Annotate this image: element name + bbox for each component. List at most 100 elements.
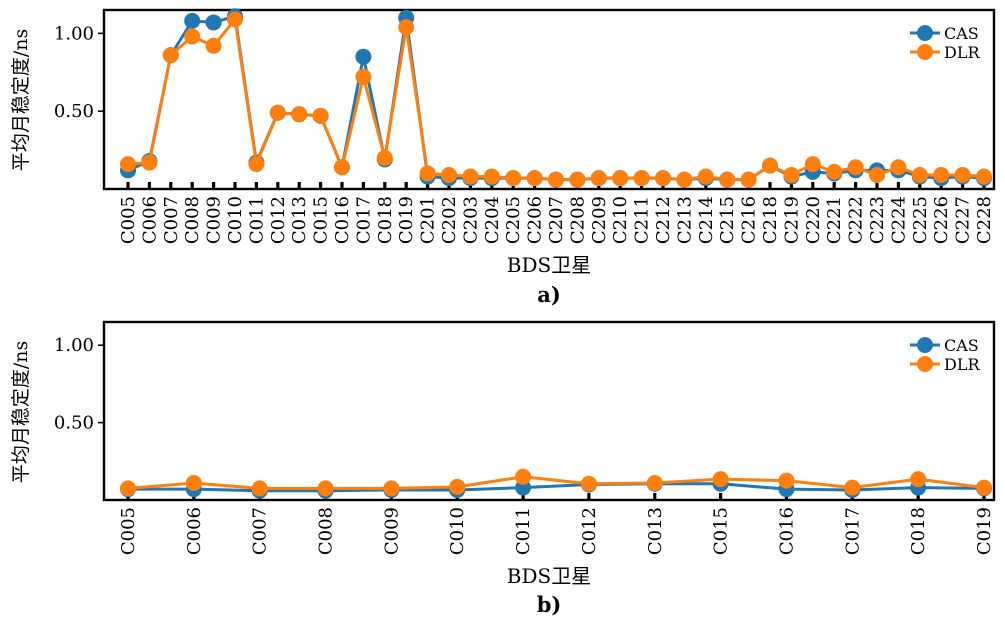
x-tick-label: C012 <box>579 507 600 555</box>
data-point-dlr <box>580 475 597 492</box>
x-tick-label: C227 <box>953 196 974 244</box>
x-tick-label: C013 <box>289 196 310 244</box>
data-point-dlr <box>248 156 265 173</box>
data-point-dlr <box>162 47 179 64</box>
data-point-dlr <box>719 171 736 188</box>
legend-marker <box>917 337 933 353</box>
data-point-dlr <box>505 170 522 187</box>
data-point-dlr <box>778 472 795 489</box>
x-tick-label: C007 <box>250 507 271 555</box>
data-point-dlr <box>398 19 415 36</box>
x-tick-label: C006 <box>139 196 160 244</box>
y-tick-label: 0.50 <box>54 101 94 122</box>
x-tick-label: C211 <box>632 196 653 244</box>
x-tick-label: C225 <box>910 196 931 244</box>
x-tick-label: C219 <box>781 196 802 244</box>
data-point-dlr <box>205 37 222 54</box>
series-line-dlr <box>127 15 985 182</box>
x-tick-label: C228 <box>974 196 995 244</box>
data-point-dlr <box>548 171 564 188</box>
x-tick-label: C017 <box>353 196 374 244</box>
data-point-dlr <box>120 480 136 497</box>
data-point-dlr <box>441 166 457 183</box>
x-tick-label: C213 <box>674 196 695 244</box>
data-point-dlr <box>612 170 629 187</box>
x-tick-label: C209 <box>589 196 610 244</box>
x-tick-label: C018 <box>908 507 929 555</box>
x-tick-label: C203 <box>460 196 481 244</box>
x-tick-label: C016 <box>332 196 353 244</box>
data-point-dlr <box>676 171 693 188</box>
x-tick-label: C215 <box>717 196 738 244</box>
x-tick-label: C012 <box>268 196 289 244</box>
data-point-dlr <box>911 166 928 183</box>
x-tick-label: C210 <box>610 196 631 244</box>
data-point-dlr <box>847 159 864 176</box>
data-point-dlr <box>120 156 136 173</box>
x-axis-label: BDS卫星 <box>507 564 591 588</box>
x-tick-label: C011 <box>246 196 267 244</box>
data-point-dlr <box>844 479 861 496</box>
data-point-dlr <box>890 159 907 176</box>
data-point-dlr <box>269 104 286 121</box>
data-point-dlr <box>655 170 671 187</box>
plot-frame <box>102 8 996 191</box>
x-tick-label: C206 <box>525 196 546 244</box>
plot-frame <box>102 320 996 502</box>
y-tick-label: 0.50 <box>54 413 94 434</box>
data-point-dlr <box>483 168 500 185</box>
x-tick-label: C201 <box>418 196 439 244</box>
x-tick-label: C223 <box>867 196 888 244</box>
data-point-dlr <box>312 107 329 124</box>
data-point-dlr <box>590 170 607 187</box>
data-point-dlr <box>185 474 202 491</box>
x-tick-label: C010 <box>447 507 468 555</box>
data-point-dlr <box>976 479 992 496</box>
x-tick-label: C224 <box>888 196 909 244</box>
x-tick-label: C218 <box>760 196 781 244</box>
data-point-dlr <box>141 154 158 171</box>
x-tick-label: C005 <box>118 196 139 244</box>
x-tick-label: C202 <box>439 196 460 244</box>
data-point-dlr <box>526 170 543 187</box>
x-tick-label: C212 <box>653 196 674 244</box>
panel-label: a) <box>537 282 561 307</box>
data-point-dlr <box>251 480 268 497</box>
y-tick-label: 1.00 <box>54 23 94 44</box>
data-point-dlr <box>515 468 532 485</box>
data-point-dlr <box>804 156 821 173</box>
legend-label: CAS <box>944 24 979 43</box>
x-tick-label: C208 <box>567 196 588 244</box>
x-tick-label: C204 <box>482 196 503 244</box>
x-tick-label: C220 <box>803 196 824 244</box>
legend-label: DLR <box>944 355 980 374</box>
x-tick-label: C019 <box>396 196 417 244</box>
legend-marker <box>917 356 933 372</box>
data-point-dlr <box>462 168 479 185</box>
x-tick-label: C017 <box>842 507 863 555</box>
data-point-dlr <box>376 149 393 166</box>
data-point-dlr <box>697 168 714 185</box>
x-axis-label: BDS卫星 <box>507 253 591 277</box>
chart-panel-b: 0.50 1.00 C005 C006 C007 C008 C009 C010 C011 C012… <box>10 320 996 617</box>
legend-marker <box>917 44 933 60</box>
data-point-dlr <box>976 168 992 185</box>
y-axis-label: 平均月稳定度/ns <box>10 29 32 171</box>
data-point-dlr <box>762 157 778 174</box>
legend-label: DLR <box>944 43 980 62</box>
x-tick-label: C009 <box>381 507 402 555</box>
y-tick-label: 1.00 <box>54 335 94 356</box>
x-tick-label: C007 <box>161 196 182 244</box>
series-line-cas <box>128 482 985 493</box>
x-tick-label: C221 <box>824 196 845 244</box>
data-point-dlr <box>933 166 950 183</box>
x-tick-label: C015 <box>711 507 732 555</box>
x-tick-label: C016 <box>776 507 797 555</box>
data-point-dlr <box>291 106 308 123</box>
x-tick-label: C009 <box>204 196 225 244</box>
x-tick-label: C011 <box>513 507 534 555</box>
data-point-cas <box>184 12 201 29</box>
legend-marker <box>917 25 933 41</box>
data-point-dlr <box>383 480 400 497</box>
